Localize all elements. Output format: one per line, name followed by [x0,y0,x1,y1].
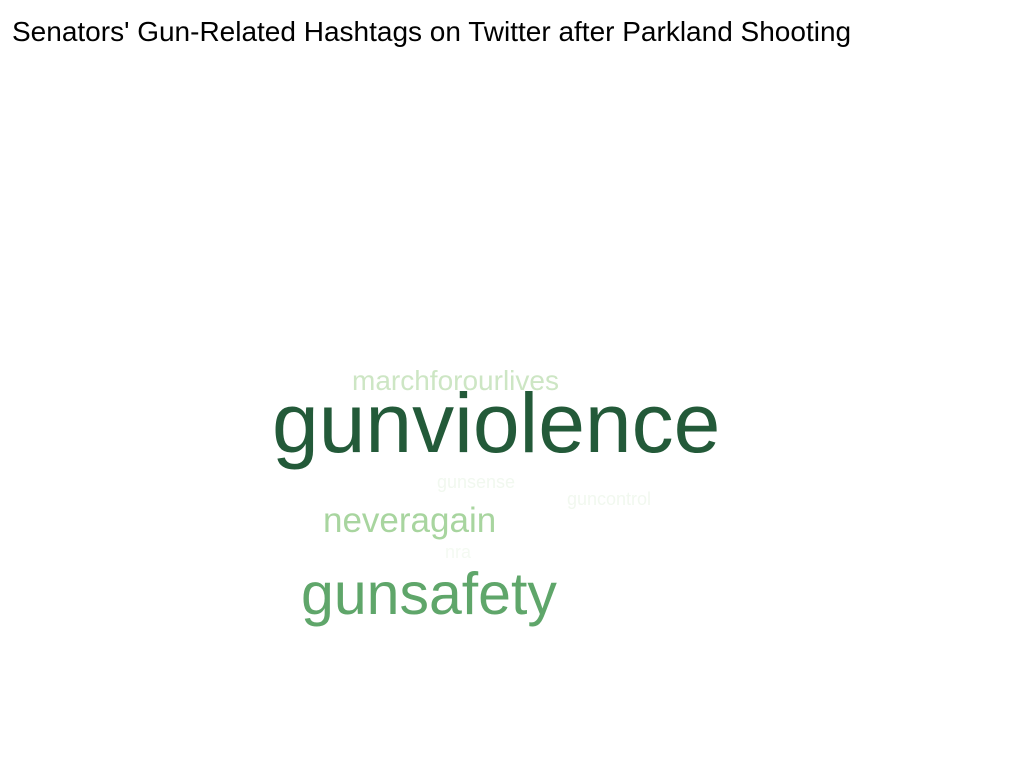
word-gunsense: gunsense [437,472,515,492]
word-neveragain: neveragain [323,501,496,540]
chart-title: Senators' Gun-Related Hashtags on Twitte… [12,16,852,47]
word-guncontrol: guncontrol [567,489,651,509]
word-gunsafety: gunsafety [301,561,557,627]
word-gunviolence: gunviolence [272,376,720,470]
word-nra: nra [445,542,472,562]
word-marchforourlives: marchforourlives [352,365,559,396]
